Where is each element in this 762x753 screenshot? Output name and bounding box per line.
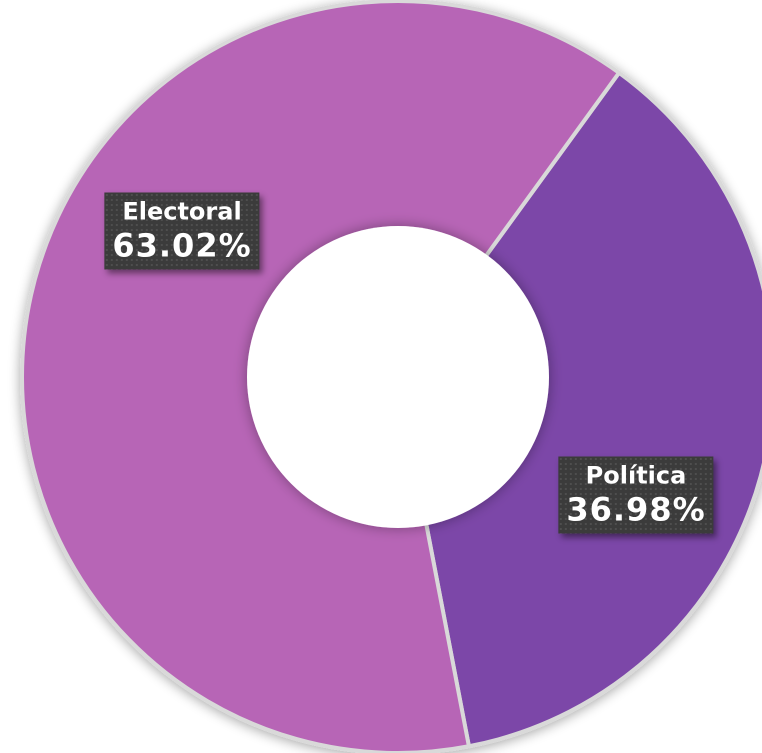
data-label-electoral: Electoral 63.02% — [104, 192, 260, 270]
data-label-politica-value: 36.98% — [566, 490, 706, 529]
data-label-politica-name: Política — [585, 461, 687, 490]
data-label-electoral-name: Electoral — [122, 197, 242, 226]
donut-hole — [247, 226, 549, 528]
data-label-electoral-value: 63.02% — [112, 226, 252, 265]
data-label-politica: Política 36.98% — [558, 456, 714, 534]
slice-politica — [396, 70, 762, 749]
